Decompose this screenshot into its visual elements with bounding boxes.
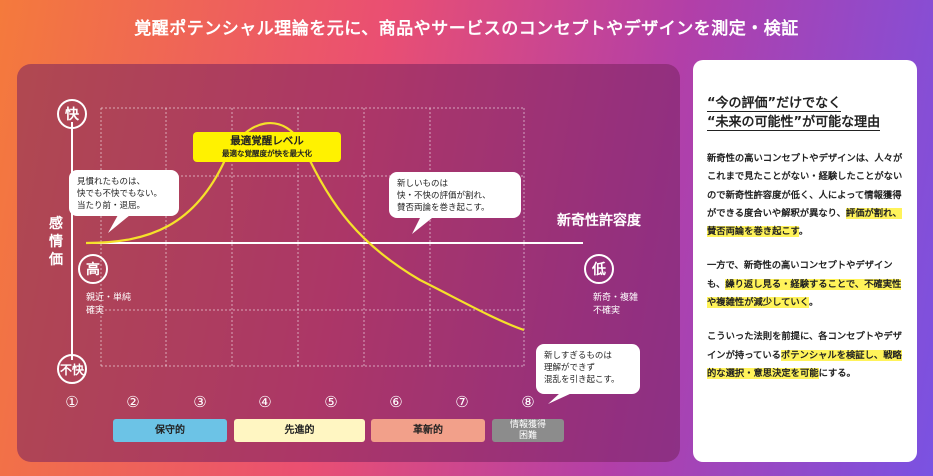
card-heading-line1: “今の評価”だけでなく xyxy=(707,96,842,112)
x-left-circle: 高 xyxy=(78,254,108,284)
category-advanced: 先進的 xyxy=(234,419,365,442)
step-number: ⑥ xyxy=(389,393,403,411)
category-hard-to-acquire: 情報獲得 困難 xyxy=(492,419,564,442)
step-number: ④ xyxy=(258,393,272,411)
text: 。 xyxy=(809,297,819,309)
card-paragraph-3: こういった法則を前提に、各コンセプトやデザインが持っているポテンシャルを検証し、… xyxy=(707,328,903,383)
step-number: ③ xyxy=(193,393,207,411)
card-paragraph-2: 一方で、新奇性の高いコンセプトやデザインも、繰り返し見る・経験することで、不確実… xyxy=(707,257,903,312)
step-number: ② xyxy=(126,393,140,411)
explanation-card: “今の評価”だけでなく “未来の可能性”が可能な理由 新奇性の高いコンセプトやデ… xyxy=(693,60,917,462)
text: 。 xyxy=(798,226,809,238)
bubble-new: 新しいものは 快・不快の評価が割れ、 賛否両論を巻き起こす。 xyxy=(389,172,521,218)
step-number: ⑧ xyxy=(521,393,535,411)
y-top-circle: 快 xyxy=(57,99,87,129)
text: 新奇性の高いコンセプトやデザインは、人々がこれまで見たことがない・経験したことが… xyxy=(707,153,903,219)
chart-panel xyxy=(17,64,680,462)
card-heading-line2: “未来の可能性”が可能な理由 xyxy=(707,115,881,131)
bubble-tail-new xyxy=(412,218,432,234)
step-number: ① xyxy=(65,393,79,411)
step-number: ⑦ xyxy=(455,393,469,411)
card-heading: “今の評価”だけでなく “未来の可能性”が可能な理由 xyxy=(707,94,903,132)
optimal-subtitle: 最適な覚醒度が快を最大化 xyxy=(222,149,312,158)
category-innovative: 革新的 xyxy=(371,419,485,442)
step-number: ⑤ xyxy=(324,393,338,411)
highlight: 繰り返し見る・経験することで、不確実性や複雑性が減少していく xyxy=(707,278,902,309)
y-axis-title: 感情価 xyxy=(49,216,63,268)
bubble-familiar: 見慣れたものは、 快でも不快でもない。 当たり前・退屈。 xyxy=(69,170,179,216)
text: 一方で、新奇性の高いコンセプトやデザインも、 xyxy=(707,260,893,290)
optimal-arousal-box: 最適覚醒レベル 最適な覚醒度が快を最大化 xyxy=(193,132,341,162)
x-right-circle: 低 xyxy=(584,254,614,284)
category-conservative: 保守的 xyxy=(113,419,227,442)
bubble-tail-familiar xyxy=(108,215,130,233)
bubble-tail-too-new xyxy=(548,393,572,404)
text: にする。 xyxy=(818,367,856,379)
page-title: 覚醒ポテンシャル理論を元に、商品やサービスのコンセプトやデザインを測定・検証 xyxy=(134,19,799,39)
card-paragraph-1: 新奇性の高いコンセプトやデザインは、人々がこれまで見たことがない・経験したことが… xyxy=(707,150,903,241)
x-axis-title: 新奇性許容度 xyxy=(557,213,641,229)
right-description: 新奇・複雑 不確実 xyxy=(593,293,639,316)
left-description: 親近・単純 確実 xyxy=(86,293,132,316)
bubble-too-new: 新しすぎるものは 理解ができず 混乱を引き起こす。 xyxy=(536,344,640,394)
y-bottom-circle: 不快 xyxy=(57,354,87,384)
optimal-title: 最適覚醒レベル xyxy=(230,135,304,147)
text: こういった法則を前提に、各コンセプトやデザインが持っている xyxy=(707,331,902,361)
